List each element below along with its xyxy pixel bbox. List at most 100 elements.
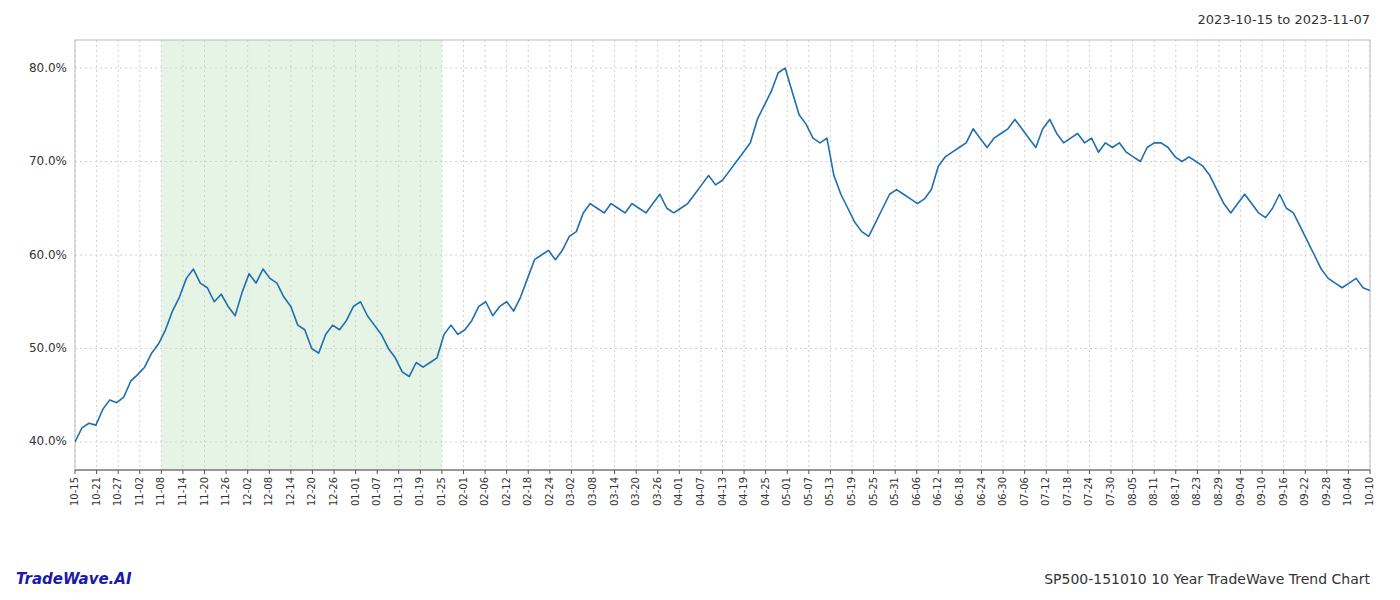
x-axis: 10-1510-2110-2711-0211-0811-1411-2011-26… xyxy=(69,470,1375,506)
x-grid-line xyxy=(463,40,464,470)
x-tick xyxy=(204,470,205,474)
x-tick-label: 08-05 xyxy=(1127,477,1138,506)
x-grid-line xyxy=(1262,40,1263,470)
x-tick-label: 07-12 xyxy=(1040,477,1051,506)
y-tick-label: 70.0% xyxy=(29,154,67,168)
x-tick xyxy=(1305,470,1306,474)
x-tick xyxy=(571,470,572,474)
x-tick-label: 04-25 xyxy=(760,477,771,506)
x-grid-line xyxy=(420,40,421,470)
x-grid-line xyxy=(722,40,723,470)
plot-frame xyxy=(75,40,1370,470)
x-grid-line xyxy=(744,40,745,470)
x-tick xyxy=(1024,470,1025,474)
x-tick-label: 03-08 xyxy=(587,477,598,506)
x-grid-line xyxy=(636,40,637,470)
x-tick xyxy=(1283,470,1284,474)
x-tick xyxy=(1218,470,1219,474)
x-grid-line xyxy=(506,40,507,470)
x-grid-line xyxy=(657,40,658,470)
x-tick xyxy=(1175,470,1176,474)
y-grid-line xyxy=(75,68,1370,69)
x-tick-label: 07-18 xyxy=(1062,477,1073,506)
x-grid-line xyxy=(679,40,680,470)
x-tick-label: 03-14 xyxy=(609,477,620,506)
y-tick-label: 60.0% xyxy=(29,248,67,262)
x-tick-label: 09-16 xyxy=(1278,477,1289,506)
x-tick-label: 01-13 xyxy=(393,477,404,506)
x-tick-label: 02-01 xyxy=(458,477,469,506)
x-grid-line xyxy=(571,40,572,470)
x-tick-label: 06-24 xyxy=(976,477,987,506)
x-tick xyxy=(679,470,680,474)
x-tick xyxy=(441,470,442,474)
x-grid-line xyxy=(852,40,853,470)
x-grid-line xyxy=(830,40,831,470)
x-tick xyxy=(312,470,313,474)
x-grid-line xyxy=(700,40,701,470)
x-grid-line xyxy=(614,40,615,470)
x-tick xyxy=(657,470,658,474)
chart-container: 40.0%50.0%60.0%70.0%80.0%10-1510-2110-27… xyxy=(0,0,1400,600)
x-grid-line xyxy=(916,40,917,470)
x-tick-label: 06-30 xyxy=(997,477,1008,506)
x-tick xyxy=(506,470,507,474)
x-tick-label: 09-10 xyxy=(1256,477,1267,506)
x-tick xyxy=(593,470,594,474)
x-tick xyxy=(1326,470,1327,474)
x-tick xyxy=(118,470,119,474)
subtitle: 2023-10-15 to 2023-11-07 xyxy=(1198,12,1370,27)
x-tick xyxy=(355,470,356,474)
x-grid-line xyxy=(787,40,788,470)
x-tick xyxy=(1089,470,1090,474)
x-tick xyxy=(636,470,637,474)
chart-svg: 40.0%50.0%60.0%70.0%80.0%10-1510-2110-27… xyxy=(0,0,1400,600)
x-tick xyxy=(1370,470,1371,474)
y-grid-line xyxy=(75,348,1370,349)
x-tick xyxy=(139,470,140,474)
x-tick-label: 11-02 xyxy=(134,477,145,506)
x-grid-line xyxy=(1067,40,1068,470)
x-tick-label: 04-01 xyxy=(673,477,684,506)
x-tick-label: 02-12 xyxy=(501,477,512,506)
x-tick xyxy=(290,470,291,474)
x-tick-label: 01-25 xyxy=(436,477,447,506)
x-tick xyxy=(1240,470,1241,474)
x-grid-line xyxy=(226,40,227,470)
x-tick-label: 09-22 xyxy=(1299,477,1310,506)
x-grid-line xyxy=(959,40,960,470)
x-tick xyxy=(981,470,982,474)
x-grid-line xyxy=(1154,40,1155,470)
x-tick-label: 04-13 xyxy=(717,477,728,506)
x-tick xyxy=(1046,470,1047,474)
x-tick xyxy=(787,470,788,474)
x-grid-line xyxy=(549,40,550,470)
x-tick-label: 05-19 xyxy=(846,477,857,506)
x-tick xyxy=(1154,470,1155,474)
x-tick xyxy=(226,470,227,474)
x-tick-label: 09-04 xyxy=(1235,477,1246,506)
x-tick xyxy=(765,470,766,474)
x-tick xyxy=(1348,470,1349,474)
x-tick xyxy=(96,470,97,474)
x-tick-label: 05-07 xyxy=(803,477,814,506)
x-grid-line xyxy=(485,40,486,470)
x-grid-line xyxy=(1132,40,1133,470)
x-tick xyxy=(528,470,529,474)
x-tick-label: 10-21 xyxy=(91,477,102,506)
x-tick-label: 06-12 xyxy=(932,477,943,506)
x-tick xyxy=(873,470,874,474)
x-tick-label: 08-17 xyxy=(1170,477,1181,506)
x-grid-line xyxy=(441,40,442,470)
x-grid-line xyxy=(1111,40,1112,470)
x-tick-label: 11-20 xyxy=(199,477,210,506)
x-tick xyxy=(959,470,960,474)
x-tick-label: 04-07 xyxy=(695,477,706,506)
x-grid-line xyxy=(312,40,313,470)
x-tick-label: 12-20 xyxy=(306,477,317,506)
x-grid-line xyxy=(161,40,162,470)
x-grid-line xyxy=(873,40,874,470)
x-tick-label: 11-08 xyxy=(155,477,166,506)
x-tick xyxy=(485,470,486,474)
x-grid-line xyxy=(808,40,809,470)
